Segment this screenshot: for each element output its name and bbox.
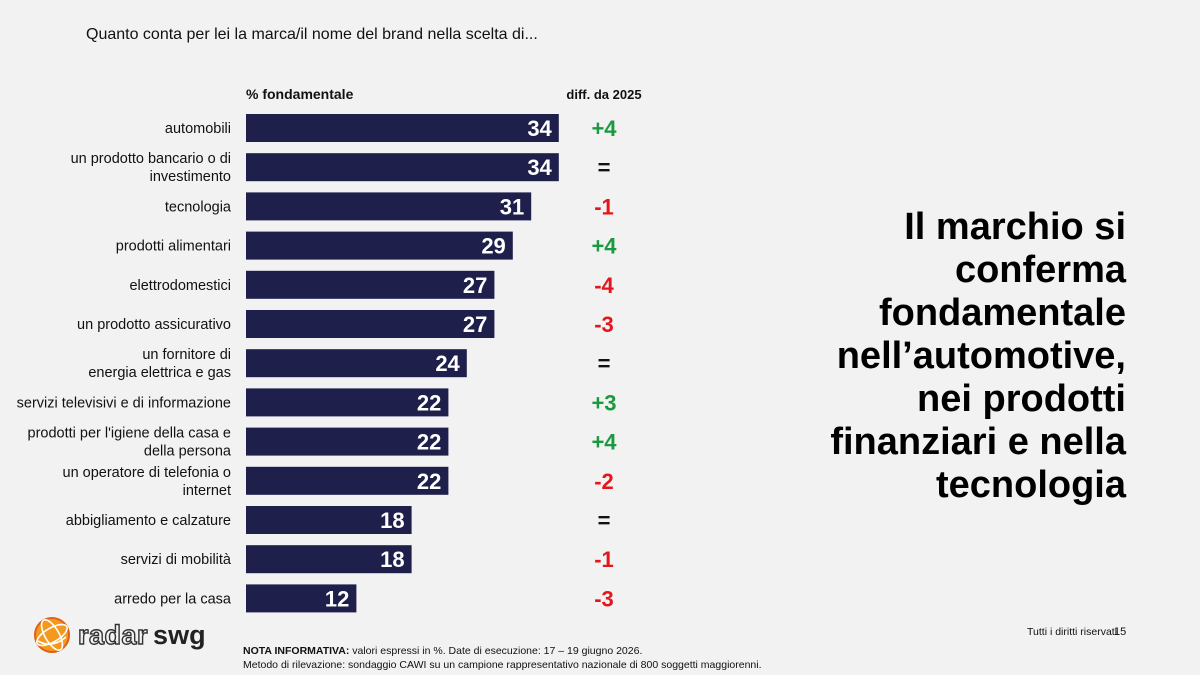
bar <box>246 545 412 574</box>
diff-value: -1 <box>594 547 614 572</box>
bar-value-label: 18 <box>380 508 404 533</box>
category-label: arredo per la casa <box>114 591 232 607</box>
bar-value-label: 18 <box>380 547 404 572</box>
diff-value: -2 <box>594 469 614 494</box>
diff-value: +4 <box>591 430 617 455</box>
diff-value: -3 <box>594 312 614 337</box>
bar-value-label: 34 <box>527 155 552 180</box>
diff-header: diff. da 2025 <box>566 87 641 102</box>
bar-value-label: 22 <box>417 469 441 494</box>
value-header: % fondamentale <box>246 86 354 102</box>
bar-value-label: 31 <box>500 194 524 219</box>
bar <box>246 349 467 378</box>
bar <box>246 270 495 299</box>
page-number: 15 <box>1114 626 1127 638</box>
diff-value: = <box>598 351 611 376</box>
category-label: un operatore di telefonia o <box>63 465 232 481</box>
diff-value: +4 <box>591 234 617 259</box>
radar-swg-logo: radar swg <box>32 615 206 655</box>
diff-value: -4 <box>594 273 614 298</box>
bar-value-label: 12 <box>325 586 349 611</box>
diff-value: = <box>598 508 611 533</box>
bar-value-label: 22 <box>417 390 441 415</box>
bar-value-label: 24 <box>435 351 460 376</box>
note-label: NOTA INFORMATIVA: <box>243 645 350 657</box>
category-label: automobili <box>165 121 231 137</box>
bar <box>246 388 449 417</box>
category-label: energia elettrica e gas <box>88 365 231 381</box>
bar <box>246 192 532 221</box>
bar-value-label: 29 <box>481 234 505 259</box>
category-label: investimento <box>150 169 231 185</box>
bar <box>246 506 412 534</box>
diff-value: -3 <box>594 586 614 611</box>
category-label: un fornitore di <box>142 347 231 363</box>
diff-value: +3 <box>591 390 616 415</box>
category-label: prodotti per l'igiene della casa e <box>28 426 231 442</box>
category-label: un prodotto bancario o di <box>71 151 231 167</box>
category-label: internet <box>183 483 231 499</box>
bar-value-label: 22 <box>417 430 441 455</box>
bar <box>246 427 449 456</box>
diff-value: = <box>598 155 611 180</box>
logo-radar-text: radar <box>77 619 149 650</box>
category-label: servizi televisivi e di informazione <box>17 395 231 411</box>
note-line1: valori espressi in %. Date di esecuzione… <box>349 645 643 657</box>
category-label: elettrodomestici <box>129 278 231 294</box>
bar-value-label: 27 <box>463 273 487 298</box>
bar <box>246 114 559 142</box>
bar <box>246 231 513 260</box>
category-label: della persona <box>144 444 232 460</box>
globe-logo-icon <box>34 617 70 653</box>
bar-chart: % fondamentale diff. da 2025 34 automobili +… <box>17 86 642 613</box>
bar <box>246 466 449 495</box>
bar <box>246 584 357 613</box>
note-line2: Metodo di rilevazione: sondaggio CAWI su… <box>243 659 762 671</box>
bar-value-label: 34 <box>527 116 552 141</box>
category-label: un prodotto assicurativo <box>77 317 231 333</box>
category-label: abbigliamento e calzature <box>66 513 231 529</box>
bar <box>246 153 559 182</box>
diff-value: +4 <box>591 116 617 141</box>
category-label: tecnologia <box>165 199 232 215</box>
bar-value-label: 27 <box>463 312 487 337</box>
headline: Il marchio si conferma fondamentale nell… <box>830 206 1126 506</box>
chart-question: Quanto conta per lei la marca/il nome de… <box>86 26 538 43</box>
logo-swg-text: swg <box>153 619 206 650</box>
bar <box>246 310 495 338</box>
diff-value: -1 <box>594 194 614 219</box>
rights-reserved: Tutti i diritti riservati <box>1027 626 1118 638</box>
category-label: prodotti alimentari <box>116 239 231 255</box>
category-label: servizi di mobilità <box>121 552 232 568</box>
methodology-note: NOTA INFORMATIVA: valori espressi in %. … <box>243 644 762 672</box>
